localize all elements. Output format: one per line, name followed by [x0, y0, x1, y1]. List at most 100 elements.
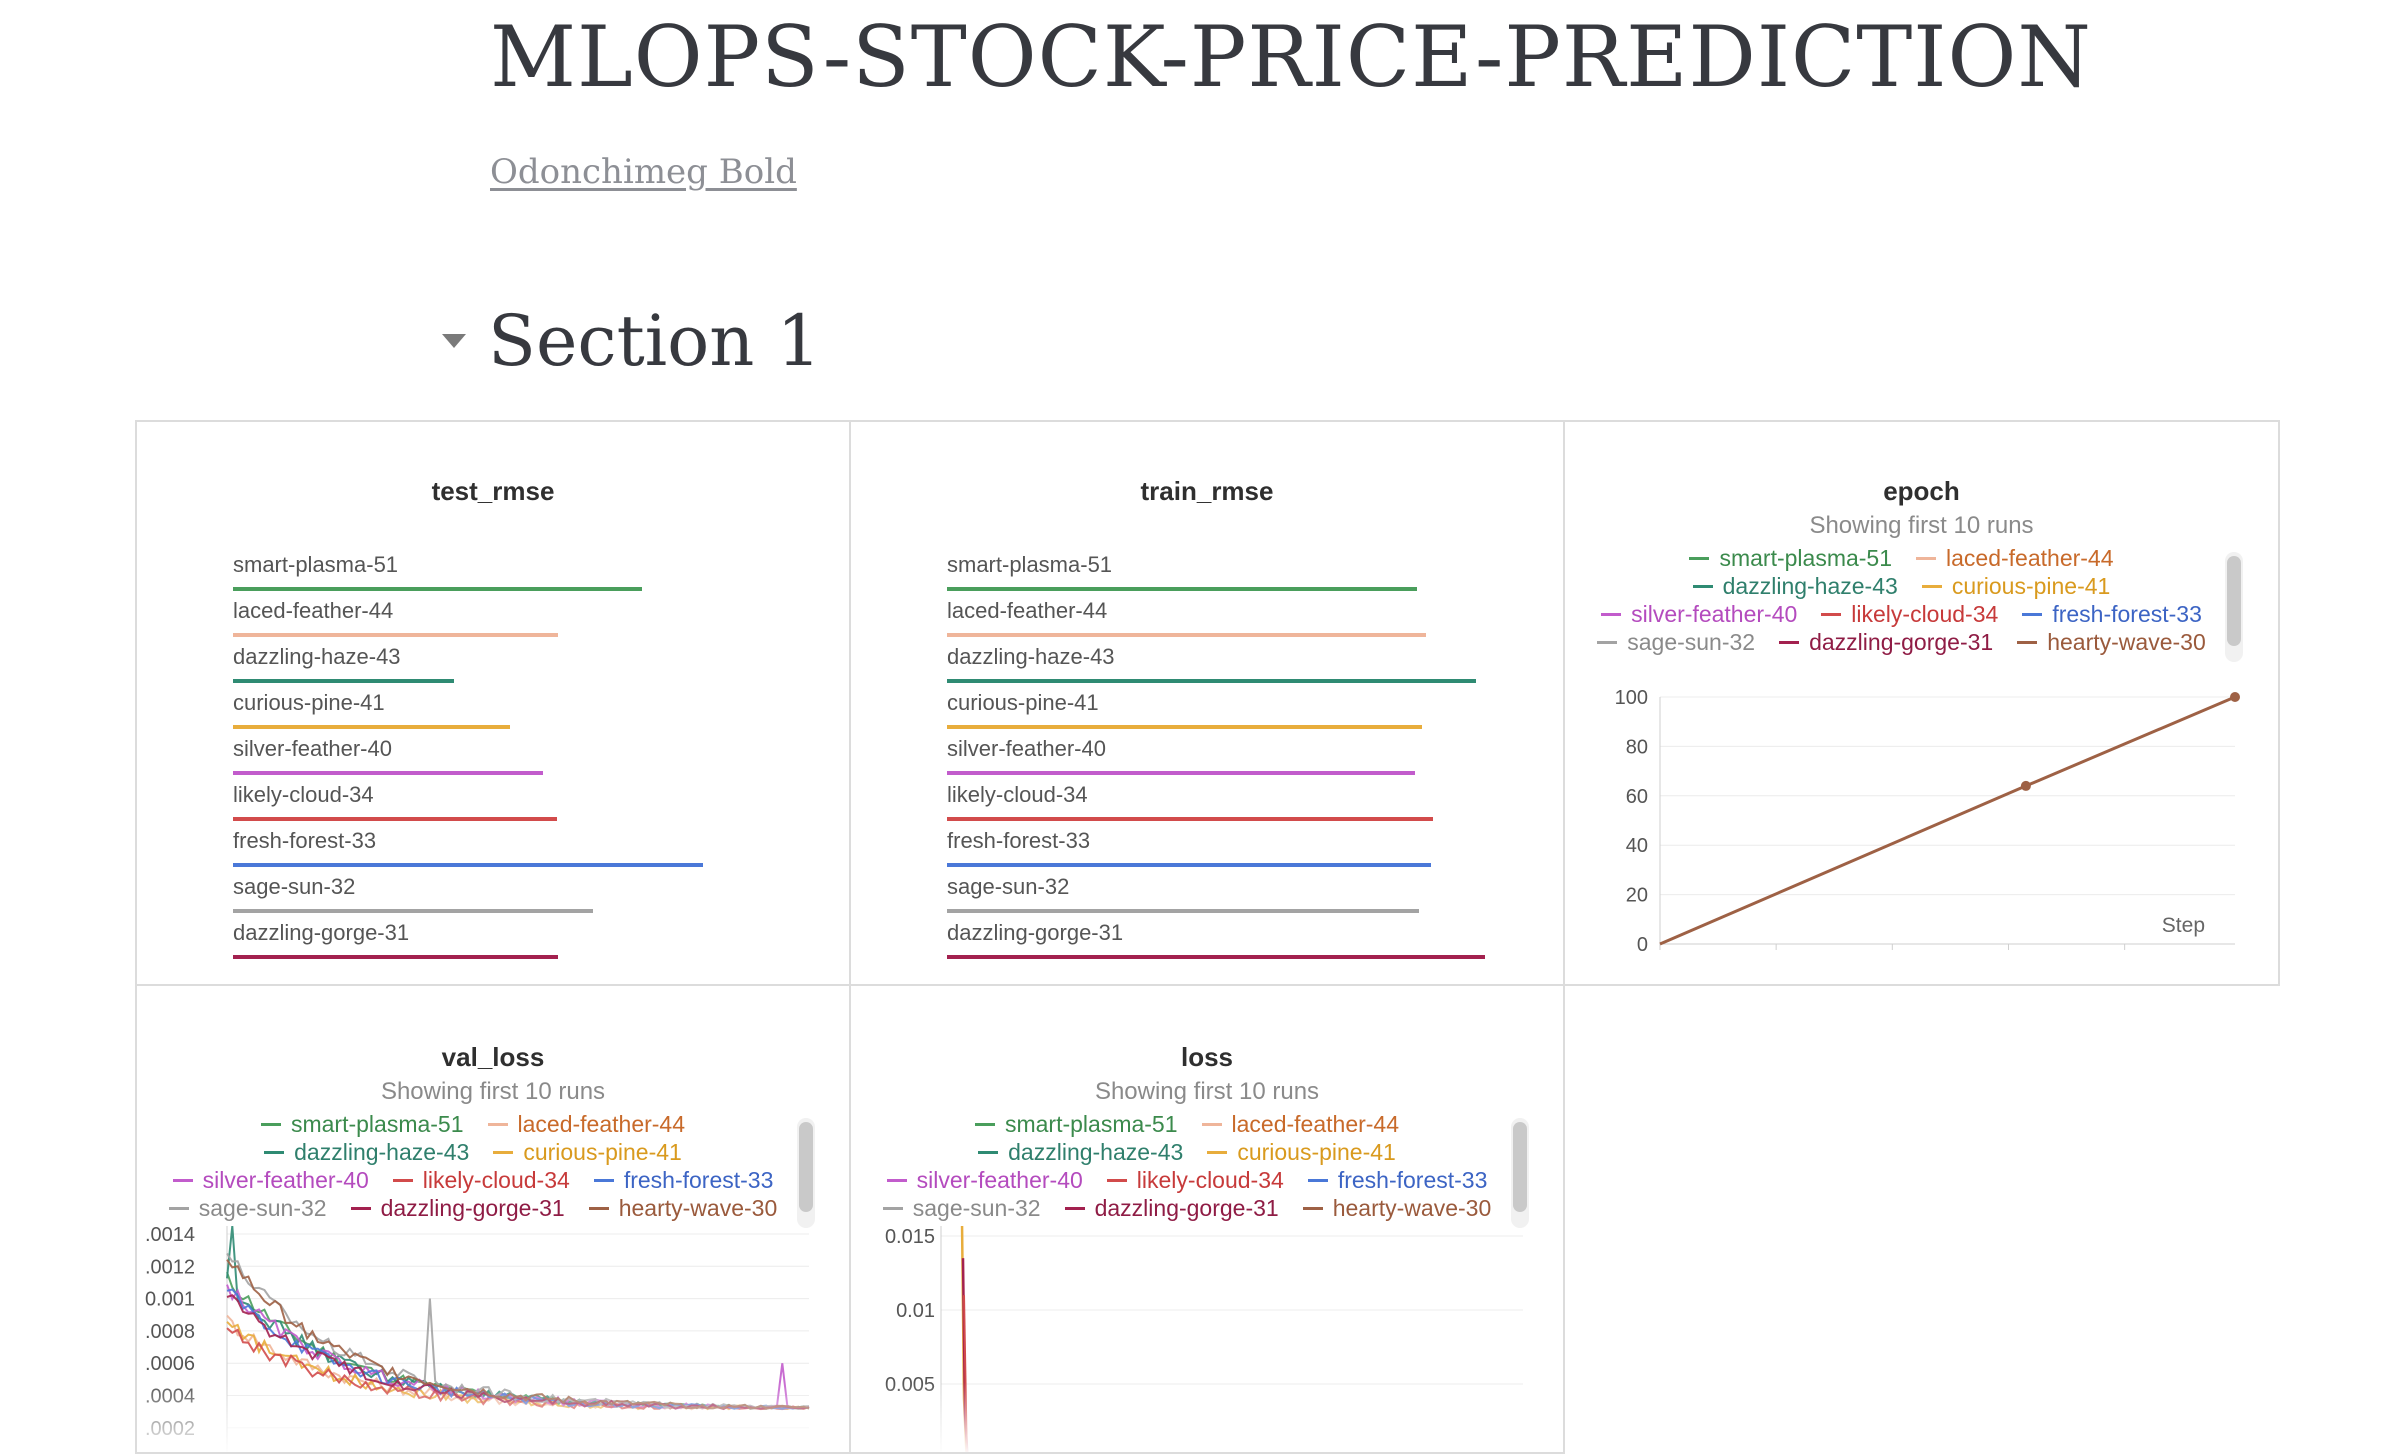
- legend-item[interactable]: dazzling-haze-43: [978, 1138, 1183, 1166]
- legend-item[interactable]: curious-pine-41: [1207, 1138, 1396, 1166]
- bar[interactable]: [947, 863, 1432, 867]
- legend-scrollbar[interactable]: [1513, 1122, 1527, 1212]
- legend-item[interactable]: sage-sun-32: [168, 1194, 327, 1222]
- bar[interactable]: [233, 725, 511, 729]
- bar-row[interactable]: fresh-forest-33: [233, 828, 704, 867]
- legend-item[interactable]: hearty-wave-30: [1302, 1194, 1491, 1222]
- bar-row[interactable]: dazzling-haze-43: [233, 644, 455, 683]
- x-tick-label: 80: [2114, 969, 2136, 972]
- y-tick-label: 80: [1626, 736, 1648, 758]
- legend-item[interactable]: fresh-forest-33: [593, 1166, 773, 1194]
- bar[interactable]: [947, 955, 1485, 959]
- bar[interactable]: [233, 817, 557, 821]
- bar[interactable]: [947, 771, 1415, 775]
- legend-scrollbar[interactable]: [2227, 556, 2241, 646]
- legend-item[interactable]: fresh-forest-33: [2022, 600, 2202, 628]
- bar-row[interactable]: laced-feather-44: [947, 598, 1426, 637]
- legend-item[interactable]: likely-cloud-34: [1106, 1166, 1284, 1194]
- bar-row[interactable]: curious-pine-41: [233, 690, 511, 729]
- legend-item[interactable]: curious-pine-41: [1921, 572, 2110, 600]
- legend-item[interactable]: smart-plasma-51: [974, 1110, 1178, 1138]
- legend-swatch: [392, 1178, 413, 1182]
- legend-label: sage-sun-32: [912, 1194, 1041, 1221]
- bar[interactable]: [233, 909, 594, 913]
- legend-swatch: [1307, 1178, 1328, 1182]
- legend-item[interactable]: curious-pine-41: [493, 1138, 682, 1166]
- legend-item[interactable]: sage-sun-32: [882, 1194, 1041, 1222]
- bar[interactable]: [233, 679, 455, 683]
- legend-swatch: [168, 1206, 189, 1210]
- legend-scrollbar[interactable]: [799, 1122, 813, 1212]
- legend-label: curious-pine-41: [523, 1138, 682, 1165]
- panel-epoch[interactable]: epoch Showing first 10 runs smart-plasma…: [1563, 420, 2280, 986]
- bar[interactable]: [233, 587, 642, 591]
- panel-train-rmse[interactable]: train_rmse smart-plasma-51 laced-feather-…: [849, 420, 1565, 986]
- y-tick-label: .0014: [145, 1226, 195, 1246]
- panel-subtitle: Showing first 10 runs: [1094, 1078, 1320, 1105]
- series-line: [226, 1226, 810, 1410]
- collapse-caret-icon[interactable]: [442, 334, 466, 348]
- bar-row[interactable]: dazzling-haze-43: [947, 644, 1477, 683]
- bar[interactable]: [233, 633, 558, 637]
- legend-item[interactable]: silver-feather-40: [886, 1166, 1083, 1194]
- bar-row[interactable]: smart-plasma-51: [233, 552, 642, 591]
- legend-label: dazzling-gorge-31: [1809, 628, 1994, 655]
- panel-loss[interactable]: loss Showing first 10 runs smart-plasma-…: [849, 984, 1565, 1454]
- legend-item[interactable]: dazzling-haze-43: [1692, 572, 1898, 600]
- legend-item[interactable]: laced-feather-44: [1916, 544, 2114, 572]
- bar-label: sage-sun-32: [233, 874, 356, 899]
- legend-item[interactable]: likely-cloud-34: [392, 1166, 570, 1194]
- legend-swatch: [1692, 584, 1713, 588]
- author-link[interactable]: Odonchimeg Bold: [490, 152, 797, 192]
- chart-legend: smart-plasma-51 laced-feather-44 dazzling-…: [1565, 544, 2238, 656]
- bar[interactable]: [947, 909, 1420, 913]
- legend-item[interactable]: laced-feather-44: [1201, 1110, 1399, 1138]
- legend-label: smart-plasma-51: [1719, 544, 1893, 571]
- panel-val-loss[interactable]: val_loss Showing first 10 runs smart-pla…: [135, 984, 851, 1454]
- legend-row: smart-plasma-51 laced-feather-44: [1565, 544, 2238, 572]
- legend-item[interactable]: dazzling-haze-43: [264, 1138, 469, 1166]
- bar[interactable]: [947, 633, 1426, 637]
- legend-item[interactable]: likely-cloud-34: [1821, 600, 1998, 628]
- bar-row[interactable]: dazzling-gorge-31: [233, 920, 558, 959]
- bar[interactable]: [947, 679, 1477, 683]
- bar[interactable]: [233, 863, 704, 867]
- bar[interactable]: [233, 955, 558, 959]
- bar-label: sage-sun-32: [947, 874, 1070, 899]
- bar-row[interactable]: likely-cloud-34: [947, 782, 1434, 821]
- legend-swatch: [1207, 1150, 1228, 1154]
- legend-item[interactable]: laced-feather-44: [487, 1110, 685, 1138]
- bar-row[interactable]: silver-feather-40: [233, 736, 543, 775]
- legend-item[interactable]: silver-feather-40: [1601, 600, 1797, 628]
- legend-item[interactable]: dazzling-gorge-31: [1779, 628, 1993, 656]
- legend-item[interactable]: sage-sun-32: [1597, 628, 1755, 656]
- bar-row[interactable]: sage-sun-32: [947, 874, 1420, 913]
- bar-row[interactable]: fresh-forest-33: [947, 828, 1432, 867]
- legend-item[interactable]: smart-plasma-51: [1689, 544, 1892, 572]
- legend-item[interactable]: dazzling-gorge-31: [350, 1194, 565, 1222]
- legend-item[interactable]: dazzling-gorge-31: [1064, 1194, 1279, 1222]
- series-line: [226, 1259, 810, 1410]
- legend-label: silver-feather-40: [202, 1166, 369, 1193]
- bar-row[interactable]: smart-plasma-51: [947, 552, 1418, 591]
- panel-test-rmse[interactable]: test_rmse smart-plasma-51 laced-feather-4…: [135, 420, 851, 986]
- legend-item[interactable]: hearty-wave-30: [588, 1194, 777, 1222]
- bar-row[interactable]: likely-cloud-34: [233, 782, 557, 821]
- bar-row[interactable]: curious-pine-41: [947, 690, 1422, 729]
- legend-item[interactable]: fresh-forest-33: [1307, 1166, 1487, 1194]
- bar-row[interactable]: dazzling-gorge-31: [947, 920, 1485, 959]
- y-tick-label: 0.01: [896, 1300, 935, 1322]
- legend-item[interactable]: smart-plasma-51: [260, 1110, 464, 1138]
- bar-row[interactable]: silver-feather-40: [947, 736, 1415, 775]
- bar-row[interactable]: laced-feather-44: [233, 598, 558, 637]
- bar[interactable]: [947, 587, 1418, 591]
- bar[interactable]: [947, 817, 1434, 821]
- bar-label: fresh-forest-33: [233, 828, 377, 853]
- legend-row: smart-plasma-51 laced-feather-44: [137, 1110, 809, 1138]
- bar[interactable]: [233, 771, 543, 775]
- bar-row[interactable]: sage-sun-32: [233, 874, 594, 913]
- legend-swatch: [1779, 640, 1800, 644]
- legend-item[interactable]: silver-feather-40: [172, 1166, 369, 1194]
- bar[interactable]: [947, 725, 1422, 729]
- legend-item[interactable]: hearty-wave-30: [2017, 628, 2206, 656]
